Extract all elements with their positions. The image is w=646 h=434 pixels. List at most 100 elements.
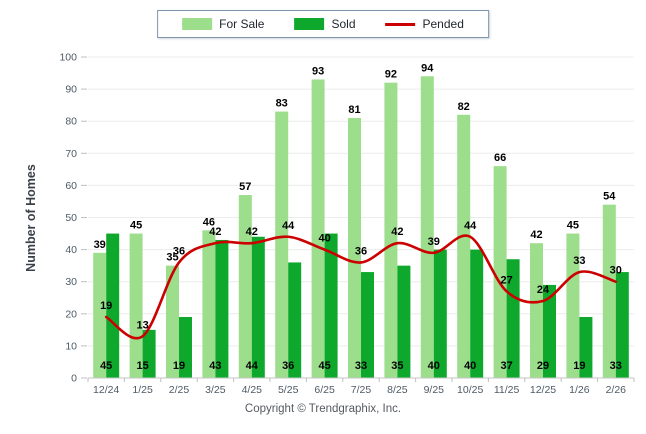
sold-value-label: 35 [391, 360, 403, 372]
for-sale-value-label: 45 [567, 220, 579, 232]
legend-label-sold: Sold [331, 17, 356, 31]
x-axis-tick-label: 2/25 [169, 384, 190, 396]
pended-value-label: 42 [246, 226, 258, 238]
pended-line [104, 234, 618, 340]
x-axis-tick-label: 2/26 [606, 384, 627, 396]
bar-for-sale [420, 76, 434, 378]
for-sale-value-label: 92 [385, 69, 397, 81]
pended-value-label: 36 [173, 245, 185, 257]
legend-item-pended: Pended [385, 17, 464, 31]
for-sale-value-label: 54 [603, 191, 616, 203]
pended-value-label: 27 [500, 274, 512, 286]
pended-value-label: 42 [209, 226, 221, 238]
pended-value-label: 39 [428, 236, 440, 248]
bar-for-sale [238, 195, 252, 378]
pended-value-label: 13 [136, 319, 148, 331]
y-axis-tick-label: 20 [65, 308, 77, 320]
bar-sold [361, 272, 374, 378]
sold-value-label: 36 [282, 360, 294, 372]
for-sale-value-label: 57 [239, 181, 251, 193]
y-axis-tick-label: 30 [65, 276, 77, 288]
x-axis-tick-label: 7/25 [351, 384, 372, 396]
copyright-text: Copyright © Trendgraphix, Inc. [244, 403, 402, 415]
bar-sold [615, 272, 629, 378]
y-axis-tick-label: 50 [65, 212, 77, 224]
bar-sold [106, 233, 120, 378]
legend: For Sale Sold Pended [157, 10, 489, 38]
x-axis-tick-label: 1/25 [132, 384, 153, 396]
pended-value-label: 36 [355, 245, 367, 257]
y-axis-tick-label: 80 [65, 116, 77, 128]
sold-value-label: 29 [537, 360, 549, 372]
for-sale-value-label: 35 [166, 252, 178, 264]
pended-value-label: 30 [610, 265, 622, 277]
bar-sold [470, 249, 484, 378]
y-axis-title: Number of Homes [24, 164, 38, 272]
sold-value-label: 44 [246, 360, 259, 372]
bar-sold [324, 233, 338, 378]
bar-for-sale [384, 82, 398, 379]
pended-line-swatch-icon [385, 22, 416, 26]
pended-value-label: 42 [391, 226, 403, 238]
x-axis-tick-label: 8/25 [387, 384, 408, 396]
for-sale-value-label: 46 [203, 216, 215, 228]
y-axis-tick-label: 10 [65, 340, 77, 352]
sold-value-label: 40 [464, 360, 476, 372]
for-sale-value-label: 66 [494, 152, 506, 164]
pended-value-label: 40 [318, 233, 330, 245]
x-axis-tick-label: 12/25 [530, 384, 556, 396]
sold-value-label: 37 [500, 360, 512, 372]
bar-sold [179, 317, 192, 378]
bar-for-sale [311, 79, 325, 378]
bar-for-sale [348, 117, 361, 379]
y-axis-tick-label: 70 [65, 148, 77, 160]
bar-for-sale [566, 233, 580, 378]
sold-value-label: 19 [173, 360, 185, 372]
y-axis-tick-label: 0 [71, 373, 77, 385]
legend-item-for-sale: For Sale [182, 17, 264, 31]
bar-sold [543, 284, 556, 378]
bar-sold [433, 249, 447, 378]
for-sale-value-label: 93 [312, 65, 324, 77]
pended-value-label: 44 [282, 220, 295, 232]
for-sale-value-label: 83 [276, 98, 288, 110]
x-axis-tick-label: 4/25 [242, 384, 263, 396]
bar-for-sale [129, 233, 143, 378]
bar-for-sale [530, 243, 543, 378]
sold-value-label: 33 [610, 360, 622, 372]
bar-for-sale [202, 230, 216, 378]
for-sale-value-label: 81 [348, 104, 360, 116]
bar-for-sale [493, 166, 507, 378]
bar-sold [142, 329, 156, 378]
sold-swatch-icon [294, 18, 325, 30]
sold-value-label: 19 [573, 360, 585, 372]
y-axis-tick-label: 60 [65, 180, 77, 192]
bar-for-sale [602, 204, 616, 378]
x-axis-tick-label: 12/24 [93, 384, 119, 396]
sold-value-label: 15 [136, 360, 148, 372]
pended-value-label: 19 [100, 300, 112, 312]
y-axis-tick-label: 100 [59, 52, 77, 64]
sold-value-label: 45 [318, 360, 330, 372]
pended-value-label: 33 [573, 255, 585, 267]
sold-value-label: 45 [100, 360, 112, 372]
pended-value-label: 24 [537, 284, 550, 296]
bar-sold [288, 262, 302, 378]
y-axis-tick-label: 40 [65, 244, 77, 256]
x-axis-tick-label: 3/25 [205, 384, 226, 396]
sold-value-label: 40 [428, 360, 440, 372]
bar-for-sale [457, 114, 471, 378]
bar-for-sale [275, 111, 289, 378]
legend-label-for-sale: For Sale [219, 17, 265, 31]
x-axis-tick-label: 1/26 [569, 384, 590, 396]
legend-label-pended: Pended [422, 17, 464, 31]
for-sale-swatch-icon [182, 18, 213, 30]
x-axis-tick-label: 10/25 [457, 384, 483, 396]
for-sale-value-label: 39 [94, 239, 106, 251]
sold-value-label: 43 [209, 360, 221, 372]
pended-value-label: 44 [464, 220, 477, 232]
bar-sold [579, 317, 593, 378]
bar-sold [506, 259, 520, 378]
